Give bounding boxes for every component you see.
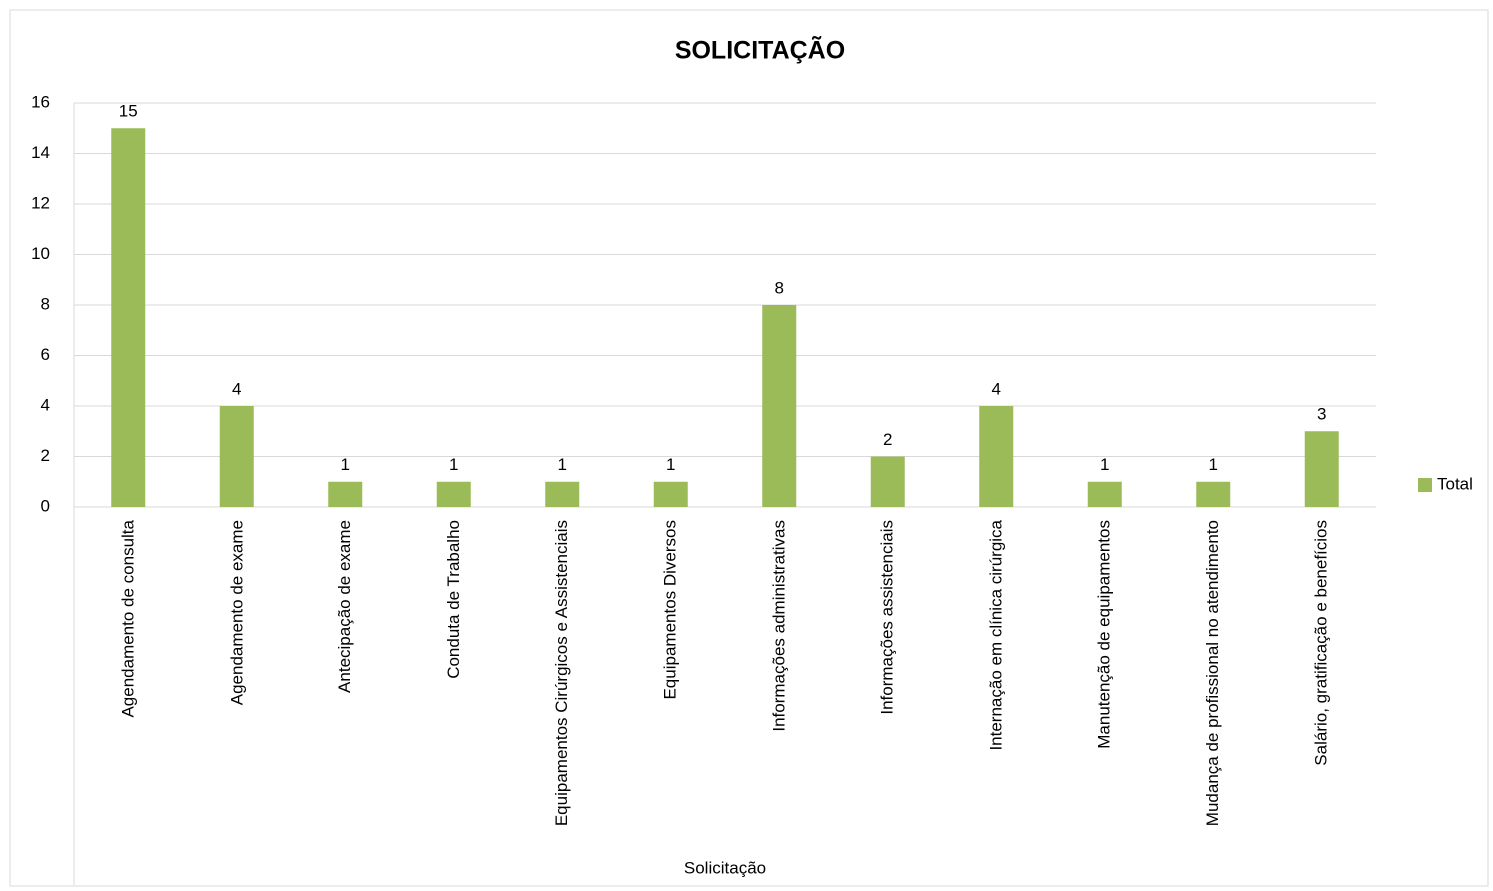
- x-tick-label: Informações administrativas: [769, 520, 789, 732]
- bar: [328, 481, 363, 507]
- x-tick-label: Equipamentos Cirúrgicos e Assistenciais: [552, 520, 572, 827]
- bar: [111, 128, 146, 507]
- data-label: 1: [1209, 455, 1218, 474]
- data-label: 1: [1100, 455, 1109, 474]
- data-label: 4: [992, 379, 1001, 398]
- data-label: 15: [119, 102, 138, 121]
- x-tick-label: Mudança de profissional no atendimento: [1203, 520, 1223, 827]
- y-tick-label: 6: [41, 345, 50, 364]
- data-label: 1: [449, 455, 458, 474]
- data-label: 1: [341, 455, 350, 474]
- data-label: 1: [558, 455, 567, 474]
- data-label: 1: [666, 455, 675, 474]
- chart-border: [9, 9, 1489, 887]
- bar: [979, 406, 1014, 507]
- x-tick-label: Antecipação de exame: [335, 520, 355, 693]
- bar: [762, 305, 797, 507]
- y-tick-label: 0: [41, 496, 50, 515]
- y-tick-label: 12: [31, 193, 50, 212]
- y-tick-label: 14: [31, 143, 50, 162]
- x-tick-label: Internação em clínica cirúrgica: [986, 520, 1006, 751]
- y-tick-label: 4: [41, 395, 50, 414]
- data-label: 8: [775, 278, 784, 297]
- x-tick-label: Manutenção de equipamentos: [1094, 520, 1114, 749]
- x-tick-label: Equipamentos Diversos: [660, 520, 680, 700]
- legend-label: Total: [1437, 474, 1473, 493]
- x-tick-label: Informações assistenciais: [877, 520, 897, 715]
- x-tick-label: Agendamento de consulta: [118, 520, 138, 718]
- y-tick-label: 16: [31, 92, 50, 111]
- bar: [219, 406, 254, 507]
- chart-title: SOLICITAÇÃO: [675, 35, 845, 65]
- x-tick-label: Conduta de Trabalho: [443, 520, 463, 679]
- data-label: 2: [883, 430, 892, 449]
- y-tick-label: 8: [41, 294, 50, 313]
- x-axis-title: Solicitação: [684, 858, 766, 877]
- data-label: 3: [1317, 405, 1326, 424]
- bar: [653, 481, 688, 507]
- bar: [1304, 431, 1339, 507]
- y-tick-label: 10: [31, 244, 50, 263]
- bar: [1196, 481, 1231, 507]
- bar: [545, 481, 580, 507]
- x-tick-label: Salário, gratificação e benefícios: [1311, 520, 1331, 766]
- bar: [1087, 481, 1122, 507]
- legend-swatch: [1418, 478, 1432, 492]
- x-tick-label: Agendamento de exame: [226, 520, 246, 706]
- y-tick-label: 2: [41, 446, 50, 465]
- data-label: 4: [232, 379, 241, 398]
- bar: [870, 456, 905, 507]
- bar: [436, 481, 471, 507]
